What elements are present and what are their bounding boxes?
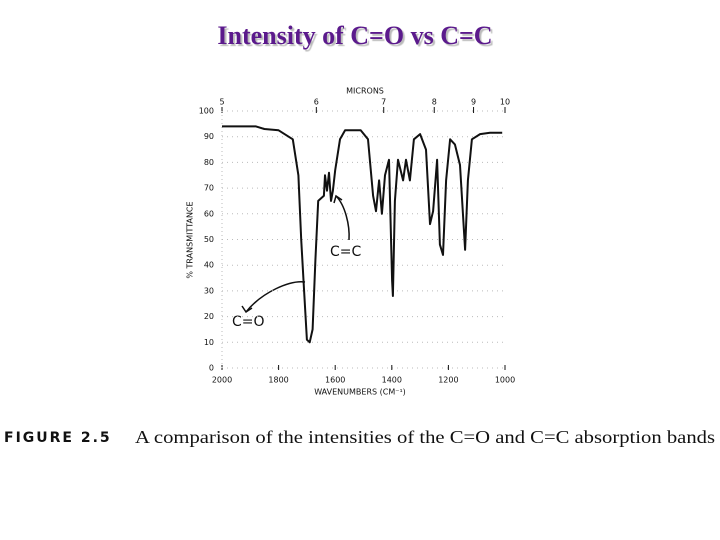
y-tick-label: 20	[204, 312, 214, 321]
x-tick-label: 1800	[268, 376, 288, 385]
slide-title: Intensity of C=O vs C=C	[217, 21, 492, 50]
x-axis-label: WAVENUMBERS (CM⁻¹)	[314, 388, 406, 397]
x2-axis-label: MICRONS	[346, 87, 384, 96]
x-tick-label: 1000	[495, 376, 515, 385]
arrowhead	[333, 194, 343, 204]
y-tick-label: 50	[204, 235, 214, 244]
annotation: C=C	[330, 244, 362, 260]
caption: A comparison of the intensities of the C…	[135, 427, 715, 447]
arrow	[245, 281, 306, 313]
y-tick-label: 60	[204, 209, 214, 218]
x-tick-label: 1400	[382, 376, 402, 385]
x-tick-label: 1200	[438, 376, 458, 385]
caption-label: FIGURE 2.5	[4, 430, 112, 446]
y-tick-label: 10	[204, 338, 214, 347]
y-tick-label: 90	[204, 132, 214, 141]
arrow	[335, 195, 350, 241]
x2-tick-label: 8	[432, 98, 437, 107]
y-tick-label: 0	[209, 364, 214, 373]
x-tick-label: 1600	[325, 376, 345, 385]
y-tick-label: 100	[199, 107, 214, 116]
spectrum-line	[222, 125, 503, 344]
x-tick-label: 2000	[212, 376, 232, 385]
y-tick-label: 40	[204, 261, 214, 270]
x2-tick-label: 7	[381, 98, 386, 107]
y-tick-label: 30	[204, 286, 214, 295]
x2-tick-label: 6	[314, 98, 319, 107]
y-tick-label: 80	[204, 158, 214, 167]
annotation: C=O	[232, 314, 265, 330]
y-tick-label: 70	[204, 184, 214, 193]
y-axis-label: % TRANSMITTANCE	[186, 201, 195, 278]
x2-tick-label: 10	[500, 98, 510, 107]
x2-tick-label: 9	[471, 98, 476, 107]
x2-tick-label: 5	[219, 98, 224, 107]
arrowhead	[241, 305, 253, 314]
